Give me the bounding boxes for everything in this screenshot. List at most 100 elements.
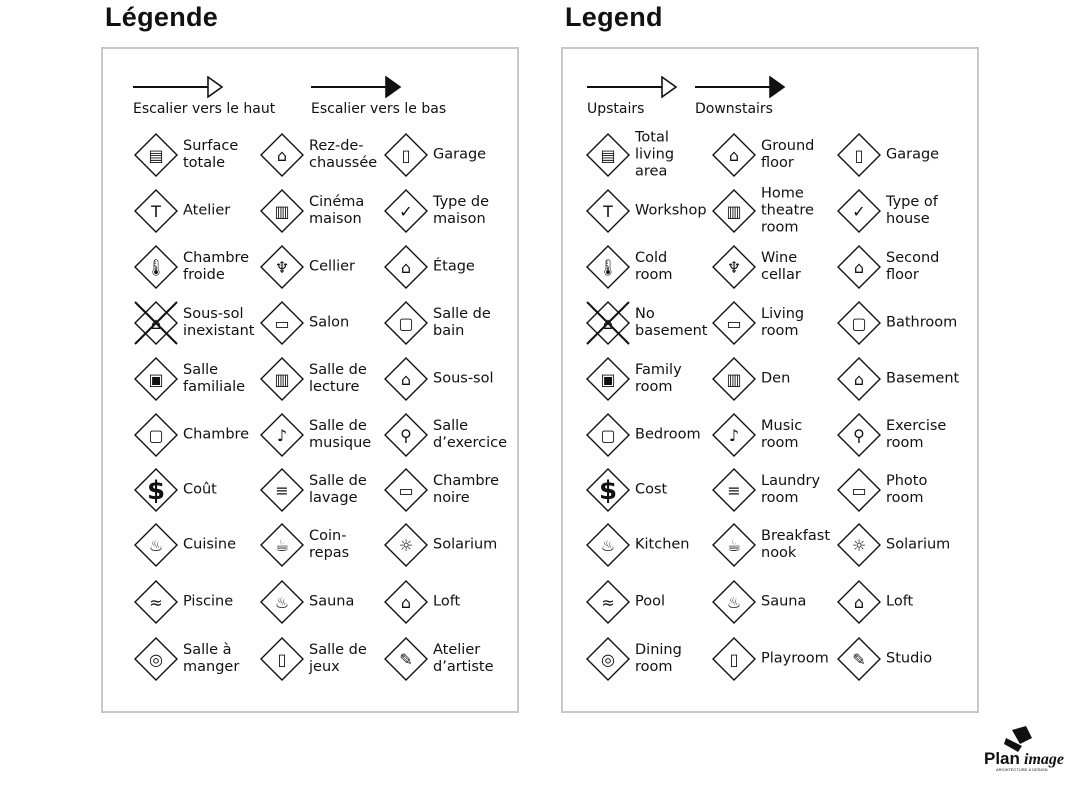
legend-item: ≡ Salle de lavage [259, 465, 385, 515]
ground-floor-icon: ⌂ [712, 133, 756, 177]
plate-cutlery-icon: ◎ [134, 637, 178, 681]
legend-item-label: Salle de bain [433, 306, 491, 339]
total-area-icon: ▤ [586, 133, 630, 177]
svg-text:▤: ▤ [600, 146, 615, 165]
weightlifter-icon: ⚲ [837, 413, 881, 457]
legend-item: ▭ Living room [711, 298, 837, 348]
svg-text:♨: ♨ [149, 536, 163, 555]
legend-item-label: Salle de lecture [309, 362, 367, 395]
svg-text:T: T [602, 202, 613, 221]
svg-text:▤: ▤ [148, 146, 163, 165]
legend-item-label: Photo room [886, 473, 928, 506]
downstairs-arrow-icon [695, 76, 786, 98]
svg-text:▢: ▢ [600, 426, 615, 445]
legend-item: ▭ Chambre noire [383, 465, 509, 515]
svg-text:⌂: ⌂ [729, 146, 739, 165]
svg-text:ARCHITECTURE & DESIGN: ARCHITECTURE & DESIGN [996, 767, 1048, 772]
legend-item-label: Garage [886, 146, 940, 163]
legend-item-label: Den [761, 370, 791, 387]
legend-item: ♪ Music room [711, 410, 837, 460]
svg-text:≡: ≡ [727, 481, 740, 500]
svg-text:▯: ▯ [855, 146, 864, 165]
legend-item: ♆ Wine cellar [711, 242, 837, 292]
svg-text:▣: ▣ [600, 370, 615, 389]
bed-icon: ▢ [586, 413, 630, 457]
palette-icon: ✎ [837, 637, 881, 681]
thermometer-icon: 🌡 [134, 245, 178, 289]
bed-icon: ▢ [134, 413, 178, 457]
wine-icon: ♆ [712, 245, 756, 289]
svg-text:▭: ▭ [274, 314, 289, 333]
legend-item: T Workshop [585, 186, 711, 236]
sun-icon: ☼ [384, 523, 428, 567]
legend-item-label: Studio [886, 650, 933, 667]
legend-item: $ Cost [585, 465, 711, 515]
legend-item-label: Bathroom [886, 314, 958, 331]
svg-text:image: image [1024, 751, 1064, 768]
legend-item: ▯ Garage [836, 130, 962, 180]
svg-text:▥: ▥ [726, 370, 741, 389]
legend-item-label: Chambre noire [433, 473, 500, 506]
loft-icon: ⌂ [384, 580, 428, 624]
upstairs-label: Upstairs [587, 101, 645, 117]
legend-item-label: Type de maison [433, 194, 490, 227]
svg-text:✎: ✎ [399, 650, 412, 669]
legend-item-label: Pool [635, 593, 665, 610]
legend-item: ⌂ Basement [836, 354, 962, 404]
legend-item-label: Chambre [183, 426, 250, 443]
legend-item-label: Sous-sol inexistant [183, 306, 255, 339]
svg-text:🌡: 🌡 [146, 258, 166, 277]
legend-item: ▯ Salle de jeux [259, 634, 385, 684]
legend-item: ▣ Salle familiale [133, 354, 259, 404]
svg-text:♨: ♨ [601, 536, 615, 555]
second-floor-icon: ⌂ [384, 245, 428, 289]
legend-item-label: Cinéma maison [309, 194, 365, 227]
svg-text:⌂: ⌂ [401, 593, 411, 612]
legend-item-label: Piscine [183, 593, 234, 610]
downstairs-label: Downstairs [695, 101, 773, 117]
legend-item-label: Étage [433, 258, 475, 275]
svg-text:✓: ✓ [399, 202, 412, 221]
legend-item: ▢ Chambre [133, 410, 259, 460]
washer-icon: ≡ [260, 468, 304, 512]
legend-item: ◎ Dining room [585, 634, 711, 684]
svg-text:▥: ▥ [274, 370, 289, 389]
legend-item-label: Loft [886, 593, 914, 610]
legend-item-label: Breakfast nook [761, 528, 831, 561]
svg-text:⌂: ⌂ [854, 593, 864, 612]
legend-item: ⌂ Étage [383, 242, 509, 292]
svg-text:▢: ▢ [398, 314, 413, 333]
legend-item: ▥ Den [711, 354, 837, 404]
no-basement-icon: ⌂ [134, 301, 178, 345]
legend-item: ▥ Cinéma maison [259, 186, 385, 236]
legend-item: ⌂ Ground floor [711, 130, 837, 180]
legend-item-label: Exercise room [886, 418, 947, 451]
book-icon: ▥ [712, 357, 756, 401]
legend-item-label: Dining room [635, 642, 682, 675]
legend-item-label: Solarium [433, 536, 498, 553]
home-theatre-icon: ▥ [712, 189, 756, 233]
legend-item: ♨ Sauna [711, 577, 837, 627]
legend-item: ⚲ Salle d’exercice [383, 410, 509, 460]
legend-item-label: Living room [761, 306, 805, 339]
music-note-icon: ♪ [712, 413, 756, 457]
svg-text:T: T [150, 202, 161, 221]
legend-item: ⌂ Loft [836, 577, 962, 627]
legend-item: ▢ Bathroom [836, 298, 962, 348]
svg-text:✎: ✎ [852, 650, 865, 669]
svg-text:Plan: Plan [984, 749, 1020, 768]
legend-item-label: Coût [183, 481, 217, 498]
loft-icon: ⌂ [837, 580, 881, 624]
legend-item-label: Chambre froide [183, 250, 250, 283]
toilet-icon: ▢ [384, 301, 428, 345]
tv-icon: ▣ [586, 357, 630, 401]
legend-item: ⚲ Exercise room [836, 410, 962, 460]
legend-item: ▣ Family room [585, 354, 711, 404]
dollar-icon: $ [134, 468, 178, 512]
legend-item-label: Coin- repas [309, 528, 350, 561]
legend-item-label: Workshop [635, 202, 707, 219]
coffee-cup-icon: ☕ [260, 523, 304, 567]
sun-icon: ☼ [837, 523, 881, 567]
legend-item-label: Garage [433, 146, 487, 163]
camera-icon: ▭ [384, 468, 428, 512]
